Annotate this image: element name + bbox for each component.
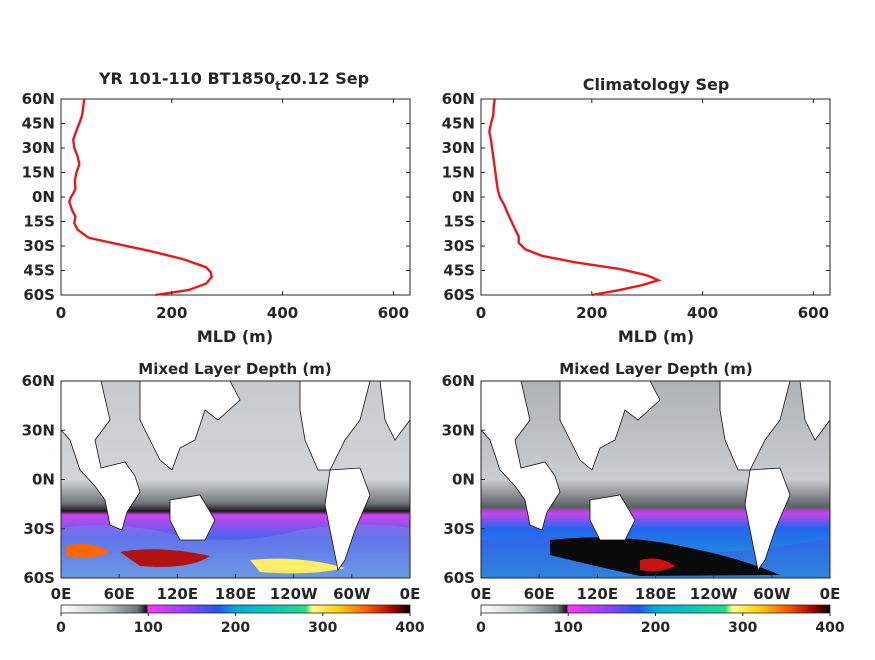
mld-profile-line-model bbox=[68, 98, 214, 297]
profile-ytick-label: 15N bbox=[442, 164, 475, 182]
map-xtick-label: 60E bbox=[524, 585, 555, 603]
colorbar-tick-label: 400 bbox=[815, 620, 844, 636]
map-ytick-label: 60S bbox=[23, 569, 55, 587]
map-xtick-label: 0E bbox=[471, 585, 492, 603]
profile-ytick-label: 60N bbox=[442, 90, 475, 108]
profile-xtick-label: 200 bbox=[156, 304, 187, 322]
map-ytick-label: 60S bbox=[443, 569, 475, 587]
profile-axes-climatology bbox=[480, 98, 831, 296]
profile-ytick-label: 30S bbox=[23, 237, 55, 255]
deep-mld-patch-2 bbox=[120, 549, 210, 567]
colorbar-tick-label: 300 bbox=[728, 620, 757, 636]
profile-yticks-model: 60N 45N 30N 15N 0N 15S 30S 45S 60S bbox=[22, 90, 410, 304]
profile-xtick-label: 400 bbox=[687, 304, 718, 322]
map-xticks-model: 0E 60E 120E 180E 120W 60W 0E bbox=[51, 574, 421, 603]
map-land-model bbox=[60, 380, 411, 571]
colorbar-ticks-model: 0 100 200 300 400 bbox=[56, 613, 425, 636]
colorbar-tick-label: 200 bbox=[641, 620, 670, 636]
profile-ytick-label: 30N bbox=[22, 139, 55, 157]
profile-xlabel-climatology: MLD (m) bbox=[618, 327, 694, 346]
profile-title-model: YR 101-110 BT1850tz0.12 Sep bbox=[98, 69, 369, 93]
profile-ytick-label: 45N bbox=[22, 115, 55, 133]
profile-panel-model: YR 101-110 BT1850tz0.12 Sep 60N 45N 30N 15N… bbox=[22, 69, 411, 346]
profile-xtick-label: 600 bbox=[378, 304, 409, 322]
profile-ytick-label: 15N bbox=[22, 164, 55, 182]
profile-panel-climatology: Climatology Sep 60N45N30N15N0N15S30S45S6… bbox=[442, 75, 831, 346]
mld-profile-line-climatology bbox=[488, 98, 662, 297]
map-xtick-label: 0E bbox=[51, 585, 72, 603]
map-title-climatology: Mixed Layer Depth (m) bbox=[559, 360, 752, 378]
map-ytick-label: 30N bbox=[22, 421, 55, 439]
profile-ytick-label: 60N bbox=[22, 90, 55, 108]
deep-mld-patch-3 bbox=[250, 558, 345, 574]
map-xtick-label: 0E bbox=[820, 585, 841, 603]
colorbar-ticks-climatology: 0 100 200 300 400 bbox=[476, 613, 845, 636]
deep-mld-patch-4 bbox=[550, 537, 780, 576]
profile-ytick-label: 15S bbox=[23, 213, 55, 231]
colorbar-tick-label: 300 bbox=[308, 620, 337, 636]
colorbar-tick-label: 0 bbox=[476, 620, 486, 636]
profile-ytick-label: 45S bbox=[23, 262, 55, 280]
map-xticks-climatology: 0E 60E 120E 180E 120W 60W 0E bbox=[471, 574, 841, 603]
map-xtick-label: 60W bbox=[333, 585, 371, 603]
profile-xtick-label: 600 bbox=[798, 304, 829, 322]
map-xtick-label: 180E bbox=[215, 585, 257, 603]
profile-ytick-label: 60S bbox=[443, 286, 475, 304]
profile-ytick-label: 45S bbox=[443, 262, 475, 280]
profile-ytick-label: 60S bbox=[23, 286, 55, 304]
map-land-climatology bbox=[480, 380, 831, 571]
map-xtick-label: 0E bbox=[400, 585, 421, 603]
map-yticks-model: 60N 30N 0N 30S 60S bbox=[22, 372, 65, 587]
profile-ytick-label: 30N bbox=[442, 139, 475, 157]
map-ytick-label: 60N bbox=[22, 372, 55, 390]
map-ytick-label: 60N bbox=[442, 372, 475, 390]
colorbar-climatology bbox=[480, 604, 831, 614]
colorbar-tick-label: 100 bbox=[134, 620, 163, 636]
map-ytick-label: 30S bbox=[23, 520, 55, 538]
profile-ytick-label: 45N bbox=[442, 115, 475, 133]
profile-xtick-label: 400 bbox=[267, 304, 298, 322]
profile-xticks-climatology: 0 200 400 600 bbox=[476, 99, 829, 322]
profile-ytick-label: 0N bbox=[452, 188, 475, 206]
map-xtick-label: 60E bbox=[104, 585, 135, 603]
colorbar-model bbox=[60, 604, 411, 614]
profile-ytick-label: 30S bbox=[443, 237, 475, 255]
map-xtick-label: 120E bbox=[577, 585, 619, 603]
map-xtick-label: 180E bbox=[635, 585, 677, 603]
profile-xtick-label: 200 bbox=[576, 304, 607, 322]
map-title-model: Mixed Layer Depth (m) bbox=[138, 360, 331, 378]
profile-xtick-label: 0 bbox=[56, 304, 66, 322]
map-yticks-climatology: 60N 30N 0N 30S 60S bbox=[442, 372, 485, 587]
map-xtick-label: 120W bbox=[270, 585, 318, 603]
map-ytick-label: 0N bbox=[32, 471, 55, 489]
colorbar-tick-label: 0 bbox=[56, 620, 66, 636]
colorbar-tick-label: 200 bbox=[221, 620, 250, 636]
map-xtick-label: 60W bbox=[753, 585, 791, 603]
profile-xtick-label: 0 bbox=[476, 304, 486, 322]
profile-xlabel-model: MLD (m) bbox=[197, 327, 273, 346]
map-ytick-label: 30N bbox=[442, 421, 475, 439]
deep-mld-patch-5 bbox=[640, 558, 675, 572]
profile-yticks-climatology: 60N 45N 30N 15N 0N 15S 30S 45S 60S bbox=[442, 90, 830, 304]
map-xtick-label: 120W bbox=[690, 585, 738, 603]
profile-axes-model bbox=[60, 98, 411, 296]
colorbar-tick-label: 100 bbox=[554, 620, 583, 636]
map-xtick-label: 120E bbox=[157, 585, 199, 603]
map-ytick-label: 30S bbox=[443, 520, 475, 538]
profile-xticks-model: 0 200 400 600 bbox=[56, 99, 409, 322]
profile-ytick-label: 0N bbox=[32, 188, 55, 206]
map-ytick-label: 0N bbox=[452, 471, 475, 489]
profile-ytick-label: 15S bbox=[443, 213, 475, 231]
colorbar-tick-label: 400 bbox=[395, 620, 424, 636]
deep-mld-patch-1 bbox=[66, 544, 110, 558]
profile-title-climatology: Climatology Sep bbox=[583, 75, 730, 94]
